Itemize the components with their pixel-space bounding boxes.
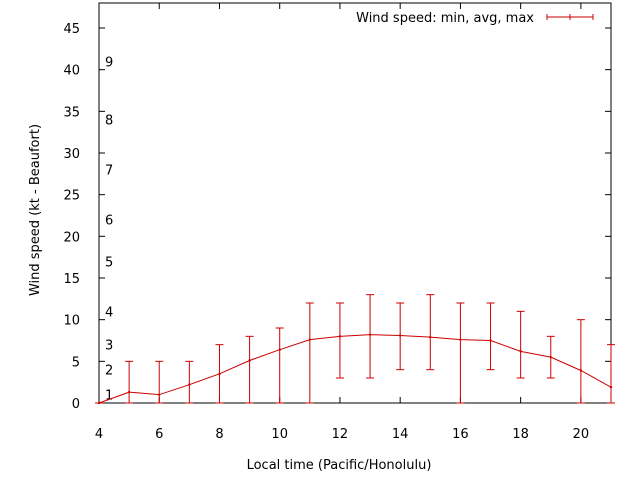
- data-point: [398, 334, 402, 337]
- error-bar: [305, 302, 314, 404]
- data-point: [188, 383, 191, 386]
- plot-border: [98, 2, 612, 404]
- beaufort-labels: 1 2 3 4 5 6 7 8 9: [105, 55, 113, 403]
- error-bar: [366, 294, 375, 379]
- data-point: [368, 333, 372, 336]
- data-point: [459, 338, 462, 341]
- error-bar: [335, 302, 344, 379]
- y-tick-label: 45: [63, 22, 80, 37]
- error-bar: [607, 344, 615, 404]
- data-point: [127, 390, 131, 394]
- y-tick-label: 30: [63, 147, 80, 162]
- series-line: [98, 334, 612, 404]
- beaufort-label: 6: [105, 214, 113, 229]
- beaufort-label: 2: [105, 364, 113, 379]
- data-point: [549, 355, 552, 359]
- y-axis-label: Wind speed (kt - Beaufort): [28, 124, 43, 296]
- error-bar: [95, 401, 103, 405]
- error-bar: [516, 310, 525, 379]
- data-point: [519, 350, 522, 353]
- error-bar: [456, 302, 465, 404]
- error-bar: [215, 344, 224, 404]
- beaufort-label: 4: [105, 305, 113, 320]
- error-bar: [155, 360, 164, 404]
- x-tick-label: 20: [573, 427, 590, 442]
- data-point: [429, 335, 432, 339]
- data-point: [218, 372, 221, 376]
- x-tick-label: 4: [95, 427, 103, 442]
- y-tick-label: 15: [63, 272, 80, 287]
- beaufort-label: 7: [105, 164, 113, 179]
- x-tick-label: 6: [155, 427, 163, 442]
- error-bar: [576, 319, 585, 404]
- x-axis-label: Local time (Pacific/Honolulu): [247, 458, 432, 473]
- y-tick-label: 40: [63, 64, 80, 79]
- beaufort-label: 3: [105, 339, 113, 354]
- x-tick-label: 16: [452, 427, 469, 442]
- y-tick-label: 0: [72, 397, 80, 412]
- x-tick-label: 18: [512, 427, 529, 442]
- y-tick-label: 10: [63, 314, 80, 329]
- data-point: [158, 393, 161, 396]
- error-bar: [396, 302, 405, 371]
- data-point: [248, 359, 251, 362]
- legend-label: Wind speed: min, avg, max: [356, 11, 534, 26]
- x-tick-label: 14: [392, 427, 409, 442]
- error-bar: [275, 327, 284, 404]
- y-tick-label: 35: [63, 105, 80, 120]
- y-tick-label: 20: [63, 230, 80, 245]
- data-point: [278, 348, 281, 351]
- error-bar: [546, 335, 555, 379]
- y-tick-label: 25: [63, 189, 80, 204]
- data-point: [308, 338, 312, 341]
- x-tick-label: 10: [271, 427, 288, 442]
- legend: Wind speed: min, avg, max: [356, 11, 594, 26]
- beaufort-label: 9: [105, 55, 113, 70]
- x-tick-label: 8: [215, 427, 223, 442]
- y-tick-label: 5: [72, 355, 80, 370]
- error-bar: [125, 360, 134, 404]
- series-group: [95, 294, 615, 405]
- beaufort-label: 8: [105, 114, 113, 129]
- axes: [98, 2, 612, 404]
- data-point: [489, 339, 492, 342]
- data-point: [97, 401, 101, 405]
- error-bar: [185, 360, 194, 404]
- error-bar: [486, 302, 495, 371]
- data-point: [338, 335, 342, 338]
- beaufort-label: 1: [105, 389, 113, 404]
- beaufort-label: 5: [105, 255, 113, 270]
- error-bar: [245, 335, 254, 404]
- data-point: [579, 369, 583, 372]
- data-point: [609, 385, 613, 389]
- x-tick-label: 12: [332, 427, 349, 442]
- error-bar: [426, 294, 435, 371]
